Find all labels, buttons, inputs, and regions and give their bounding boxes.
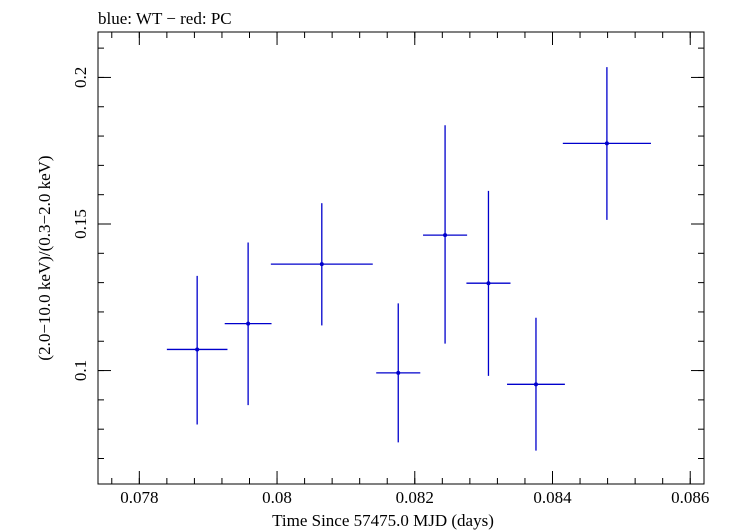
data-marker [443, 233, 448, 238]
y-tick-labels: 0.1 0.15 0.2 [71, 67, 90, 381]
y-axis-label: (2.0−10.0 keV)/(0.3−2.0 keV) [35, 155, 54, 360]
data-points [166, 67, 651, 451]
x-tick-label: 0.078 [120, 488, 158, 507]
data-marker [533, 382, 538, 387]
x-tick-labels: 0.078 0.08 0.082 0.084 0.086 [120, 488, 709, 507]
y-tick-label: 0.2 [71, 67, 90, 88]
y-tick-label: 0.15 [71, 209, 90, 239]
data-point [423, 125, 468, 344]
data-marker [319, 262, 324, 267]
x-tick-label: 0.08 [262, 488, 292, 507]
x-tick-label: 0.086 [671, 488, 709, 507]
data-point [376, 303, 421, 443]
axis-ticks [98, 32, 704, 484]
data-marker [195, 347, 200, 352]
plot-frame [97, 31, 705, 485]
data-marker [396, 370, 401, 375]
data-marker [604, 141, 609, 146]
y-tick-label: 0.1 [71, 360, 90, 381]
x-tick-label: 0.084 [533, 488, 572, 507]
data-point [466, 190, 511, 376]
data-point [224, 242, 272, 406]
data-point [507, 317, 565, 451]
x-tick-label: 0.082 [396, 488, 434, 507]
data-point [562, 67, 651, 220]
data-point [270, 203, 373, 326]
x-axis-label: Time Since 57475.0 MJD (days) [272, 511, 494, 530]
data-marker [486, 281, 491, 286]
chart-title: blue: WT − red: PC [98, 9, 232, 28]
data-point [166, 275, 228, 425]
data-marker [246, 321, 251, 326]
